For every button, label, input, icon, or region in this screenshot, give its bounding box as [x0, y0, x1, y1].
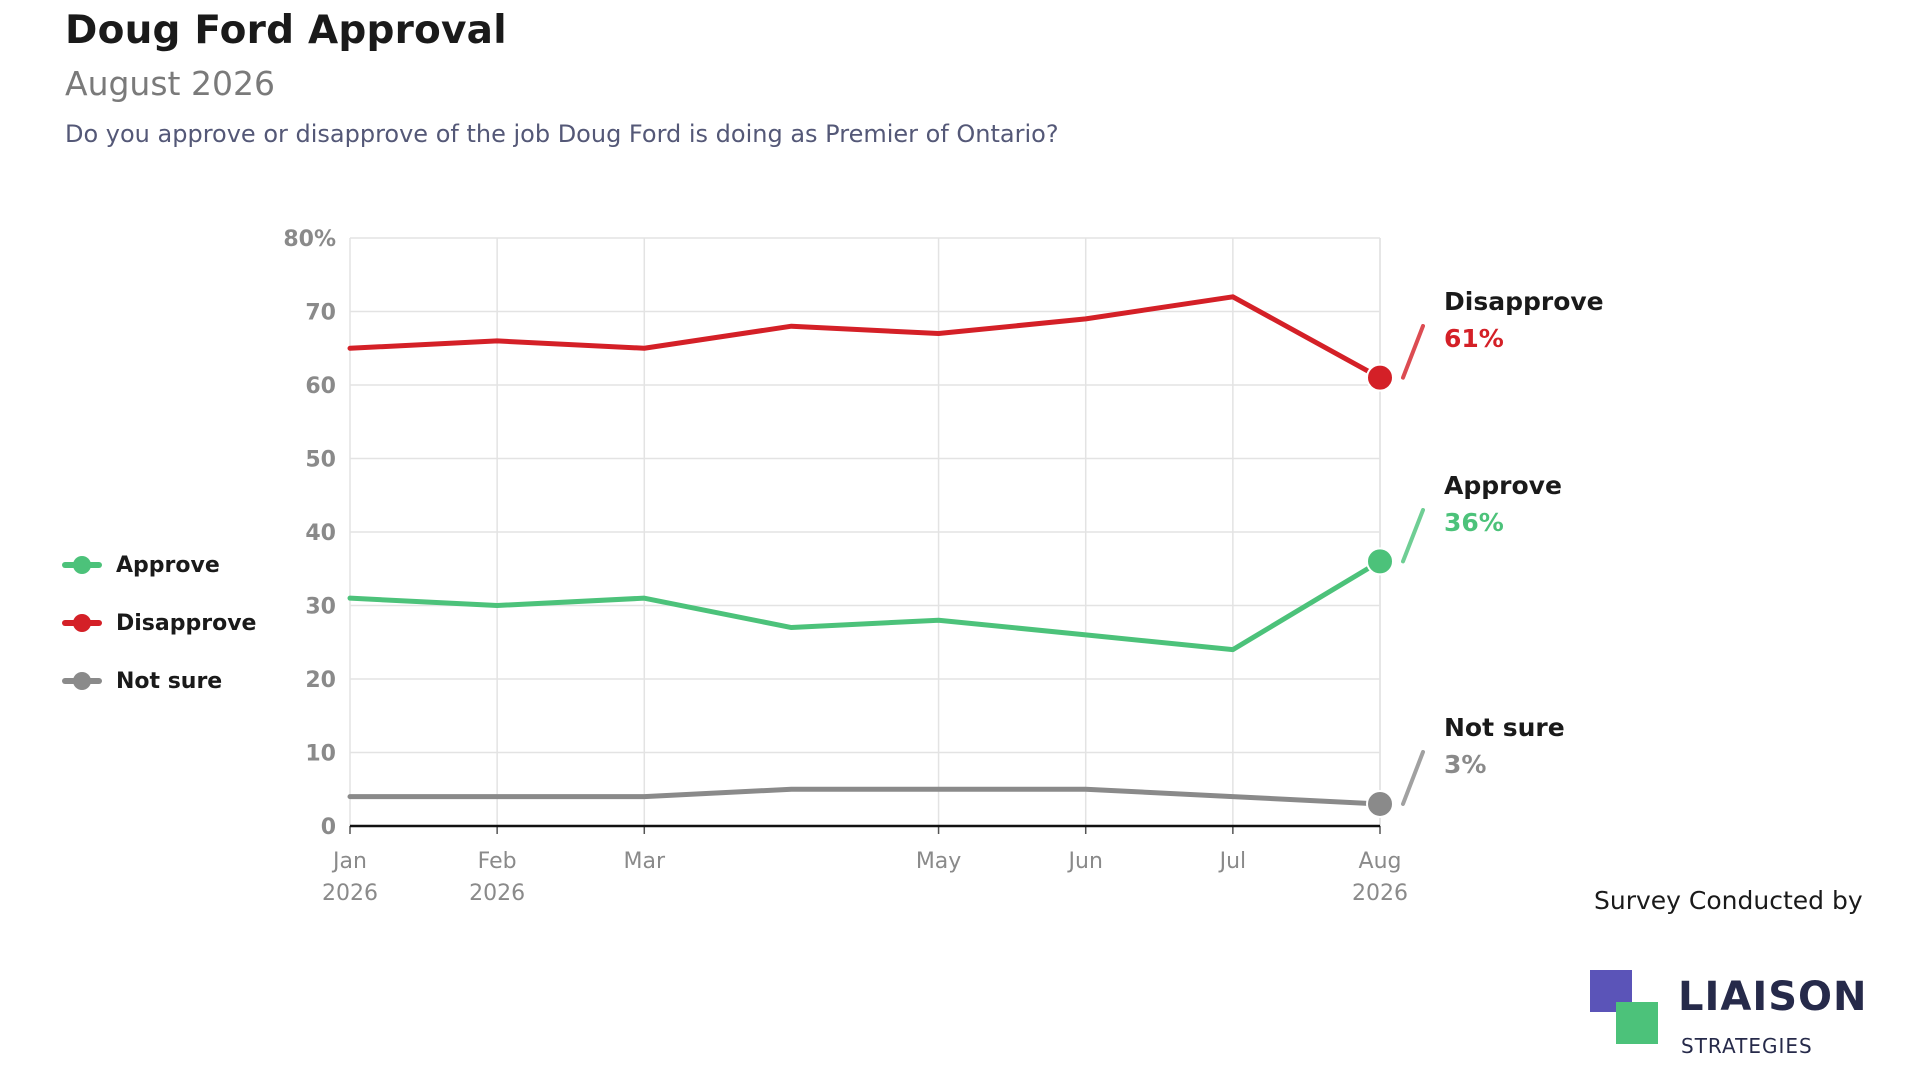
end-label-name: Disapprove [1444, 287, 1604, 316]
end-label-name: Approve [1444, 471, 1562, 500]
legend-item-disapprove: Disapprove [62, 594, 256, 652]
chart-title: Doug Ford Approval [65, 8, 507, 53]
end-label-value: 61% [1444, 324, 1504, 353]
legend-swatch-dot [73, 556, 91, 574]
line-chart: 0 10 20 30 40 50 60 70 80% Jan 2026 Feb 2026 Mar May Ju… [283, 227, 1604, 906]
survey-question: Do you approve or disapprove of the job … [65, 120, 1059, 148]
legend-swatch-disapprove [62, 613, 102, 633]
end-label-connector [1401, 324, 1425, 380]
x-tick-label: Jul [1218, 849, 1247, 874]
legend-label: Not sure [116, 668, 223, 694]
logo-square-green [1616, 1002, 1658, 1044]
y-tick-label: 10 [305, 742, 336, 767]
liaison-logo: LIAISON STRATEGIES [1590, 970, 1890, 1070]
legend-swatch-not-sure [62, 671, 102, 691]
y-tick-label: 60 [305, 374, 336, 399]
survey-credit: Survey Conducted by [1594, 886, 1863, 915]
legend-label: Disapprove [116, 610, 257, 636]
end-label-value: 36% [1444, 508, 1504, 537]
x-tick-label: Feb [478, 849, 517, 874]
y-tick-label: 70 [305, 301, 336, 326]
legend-swatch-approve [62, 555, 102, 575]
series-line-disapprove [347, 294, 1383, 381]
x-tick-label: 2026 [322, 881, 378, 906]
legend-swatch-dot [73, 672, 91, 690]
y-tick-label: 0 [321, 815, 336, 840]
y-tick-label: 20 [305, 668, 336, 693]
end-label-name: Not sure [1444, 713, 1565, 742]
series-line-approve [347, 558, 1383, 653]
end-label-value: 3% [1444, 750, 1486, 779]
series-line-not-sure [347, 786, 1383, 807]
x-tick-label: May [916, 849, 961, 874]
legend-item-not-sure: Not sure [62, 652, 256, 710]
y-tick-label: 50 [305, 448, 336, 473]
end-label-connector [1401, 508, 1425, 564]
x-tick-label: Jun [1067, 849, 1103, 874]
y-tick-label: 40 [305, 521, 336, 546]
logo-subtext: STRATEGIES [1681, 1034, 1813, 1058]
x-tick-label: 2026 [1352, 881, 1408, 906]
chart-subtitle: August 2026 [65, 64, 275, 103]
x-tick-label: Mar [624, 849, 666, 874]
end-point-marker [1366, 363, 1394, 392]
x-tick-label: 2026 [469, 881, 525, 906]
end-label-connector [1401, 750, 1425, 806]
end-point-marker [1366, 789, 1394, 818]
y-tick-label: 30 [305, 595, 336, 620]
chart-legend: Approve Disapprove Not sure [62, 536, 256, 710]
end-point-marker [1366, 547, 1394, 576]
legend-label: Approve [116, 552, 220, 578]
legend-swatch-dot [73, 614, 91, 632]
x-tick-label: Aug [1359, 849, 1402, 874]
legend-item-approve: Approve [62, 536, 256, 594]
logo-wordmark: LIAISON [1678, 974, 1868, 1020]
x-tick-label: Jan [331, 849, 367, 874]
y-tick-label: 80% [283, 227, 336, 252]
